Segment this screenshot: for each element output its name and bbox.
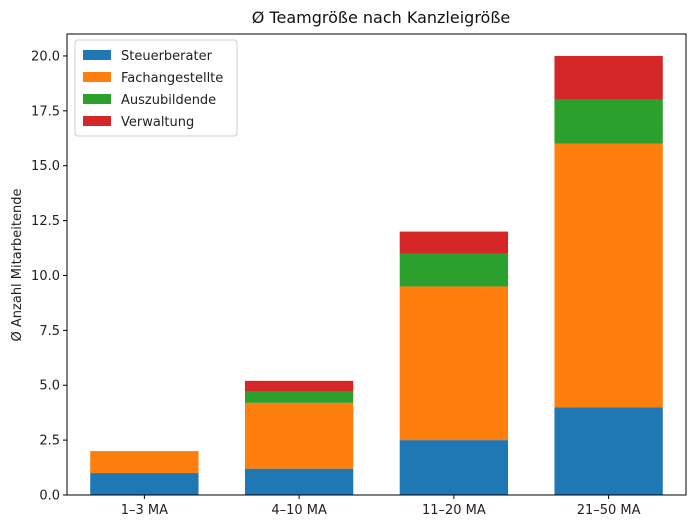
bar-fachangestellte-0 [90, 451, 199, 474]
bar-auszubildende-1 [244, 391, 354, 403]
bar-auszubildende-2 [399, 253, 509, 287]
x-axis: 1–3 MA 4–10 MA 11–20 MA 21–50 MA [121, 495, 641, 518]
legend-label-verwaltung: Verwaltung [121, 115, 194, 130]
bar-steuerberater-1 [244, 468, 354, 495]
y-axis-title: Ø Anzahl Mitarbeitende [10, 189, 25, 342]
chart-title: Ø Teamgröße nach Kanzleigröße [252, 8, 511, 27]
bar-auszubildende-3 [554, 99, 663, 144]
y-tick-label: 17.5 [31, 104, 60, 119]
legend-swatch-fachangestellte [83, 72, 111, 82]
x-tick-label: 11–20 MA [422, 503, 486, 518]
legend-label-fachangestellte: Fachangestellte [121, 71, 223, 86]
legend-swatch-verwaltung [83, 116, 111, 126]
y-axis: 0.0 2.5 5.0 7.5 10.0 12.5 15.0 17.5 20.0 [31, 49, 67, 504]
bar-verwaltung-1 [244, 380, 354, 392]
bar-fachangestellte-2 [399, 286, 509, 441]
bar-verwaltung-3 [554, 55, 663, 100]
bar-steuerberater-3 [554, 407, 663, 495]
bar-fachangestellte-3 [554, 143, 663, 408]
bar-steuerberater-0 [90, 473, 199, 495]
y-tick-label: 20.0 [31, 49, 60, 64]
y-tick-label: 10.0 [31, 269, 60, 284]
y-tick-label: 15.0 [31, 159, 60, 174]
legend-swatch-auszubildende [83, 94, 111, 104]
bar-fachangestellte-1 [244, 402, 354, 469]
y-tick-label: 0.0 [39, 489, 60, 504]
bars-group [90, 55, 663, 495]
legend-swatch-steuerberater [83, 50, 111, 60]
plot-frame [66, 33, 687, 496]
x-tick-label: 1–3 MA [121, 503, 168, 518]
x-tick-label: 21–50 MA [577, 503, 641, 518]
x-tick-label: 4–10 MA [271, 503, 327, 518]
legend-label-auszubildende: Auszubildende [121, 93, 216, 108]
y-tick-label: 7.5 [39, 324, 60, 339]
y-tick-label: 12.5 [31, 214, 60, 229]
bar-verwaltung-2 [399, 231, 509, 254]
bar-steuerberater-2 [399, 440, 509, 495]
legend-label-steuerberater: Steuerberater [121, 49, 213, 64]
y-tick-label: 2.5 [39, 434, 60, 449]
legend: Steuerberater Fachangestellte Auszubildend… [74, 39, 238, 137]
y-tick-label: 5.0 [39, 379, 60, 394]
legend-box [74, 39, 238, 137]
